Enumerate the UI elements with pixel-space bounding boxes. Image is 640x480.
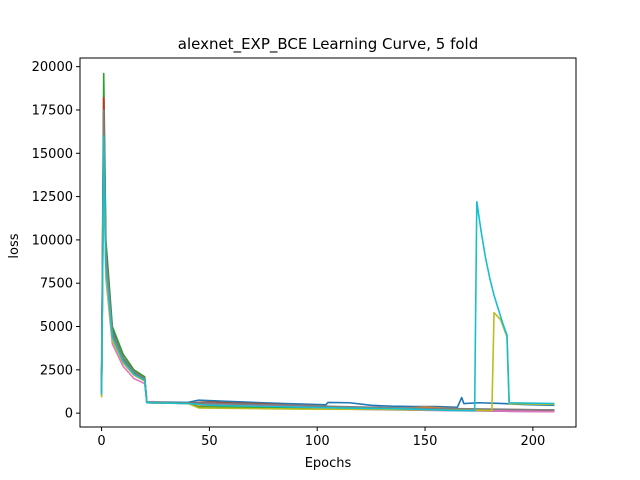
y-tick-label: 5000 (40, 320, 73, 335)
x-axis-label: Epochs (305, 456, 352, 471)
x-tick-label: 200 (520, 434, 545, 449)
x-tick-label: 150 (413, 434, 438, 449)
y-tick-label: 17500 (32, 103, 73, 118)
y-tick-label: 0 (65, 407, 73, 422)
axis-ticks: 0 50 100 150 200 0 2500 5000 7500 10000 12500 15000… (32, 60, 546, 449)
y-tick-label: 7500 (40, 277, 73, 292)
series-line-10 (100, 135, 555, 412)
y-tick-label: 20000 (32, 60, 73, 75)
series-line-9 (100, 157, 555, 412)
axes-frame (79, 57, 577, 428)
y-tick-label: 15000 (32, 147, 73, 162)
series-group (100, 72, 555, 413)
y-tick-label: 12500 (32, 190, 73, 205)
y-tick-label: 2500 (40, 363, 73, 378)
y-axis-label: loss (7, 233, 22, 258)
x-tick-label: 100 (305, 434, 330, 449)
plot-area (79, 57, 577, 428)
x-tick-label: 50 (201, 434, 218, 449)
chart-title: alexnet_EXP_BCE Learning Curve, 5 fold (178, 35, 479, 54)
x-tick-label: 0 (97, 434, 105, 449)
y-tick-label: 10000 (32, 233, 73, 248)
